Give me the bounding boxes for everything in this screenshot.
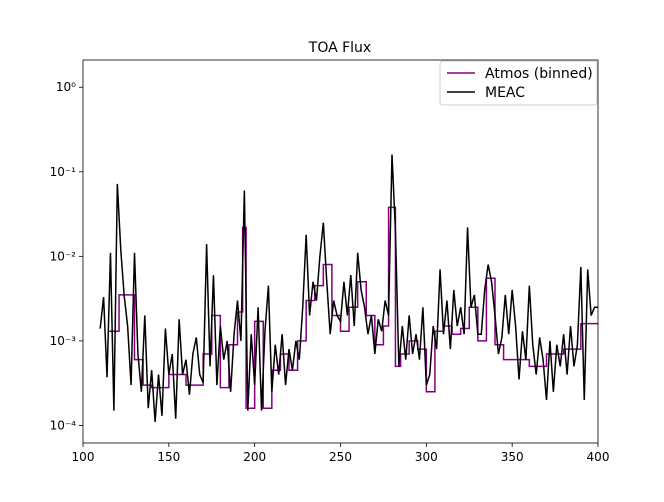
legend-box [439,60,598,106]
legend-label: Atmos (binned) [485,66,593,82]
x-tick-label: 100 [72,450,95,464]
y-tick-label: 10⁰ [56,80,76,94]
legend-label: MEAC [485,85,525,101]
y-tick-label: 10⁻² [50,249,77,263]
series-line [99,154,598,423]
x-tick-label: 400 [587,450,610,464]
x-tick-label: 250 [329,450,352,464]
x-tick-label: 150 [157,450,180,464]
chart-title: TOA Flux [308,40,371,56]
y-tick-label: 10⁻⁴ [50,418,77,432]
x-tick-label: 350 [501,450,524,464]
y-tick-label: 10⁻¹ [50,165,77,179]
plot-frame [82,59,599,444]
x-tick-label: 200 [243,450,266,464]
x-tick-label: 300 [415,450,438,464]
y-tick-label: 10⁻³ [50,334,77,348]
